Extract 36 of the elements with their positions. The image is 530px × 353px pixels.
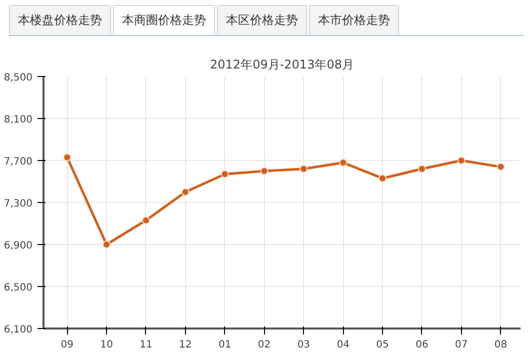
x-tick-label: 12 (179, 340, 192, 350)
y-tick-label: 8,100 (4, 114, 33, 126)
y-tick-label: 6,100 (4, 324, 33, 336)
x-tick-label: 04 (336, 340, 350, 350)
y-tick-label: 7,300 (4, 198, 33, 210)
text: 本区价格走势 (217, 5, 307, 36)
point (378, 174, 387, 182)
y-tick-label: 6,900 (4, 240, 33, 252)
point (339, 158, 348, 167)
x-tick-label: 01 (218, 340, 232, 350)
point (260, 167, 268, 175)
point (457, 156, 466, 164)
chart-title: 2012年09月-2013年08月 (210, 58, 354, 72)
point (220, 170, 229, 178)
x-tick-label: 07 (455, 340, 468, 350)
text: 本楼盘价格走势 (9, 5, 111, 36)
y-tick-label: 8,500 (4, 72, 33, 84)
point (496, 162, 505, 171)
x-tick-label: 06 (416, 340, 428, 350)
point (418, 164, 426, 173)
point (300, 164, 308, 173)
x-tick-label: 05 (376, 340, 389, 350)
x-tick-label: 09 (60, 340, 74, 350)
x-tick-label: 02 (258, 340, 271, 350)
y-tick-label: 6,500 (4, 282, 33, 294)
point (63, 153, 72, 162)
x-tick-label: 08 (494, 340, 508, 350)
text: 本市价格走势 (309, 5, 399, 36)
x-tick-label: 10 (100, 340, 113, 350)
point (102, 240, 111, 248)
point (142, 216, 150, 224)
point (181, 188, 190, 196)
x-tick-label: 11 (140, 340, 152, 350)
y-tick-label: 7,700 (4, 156, 33, 168)
text: 本商圈价格走势 (113, 5, 215, 36)
x-tick-label: 03 (297, 340, 310, 350)
